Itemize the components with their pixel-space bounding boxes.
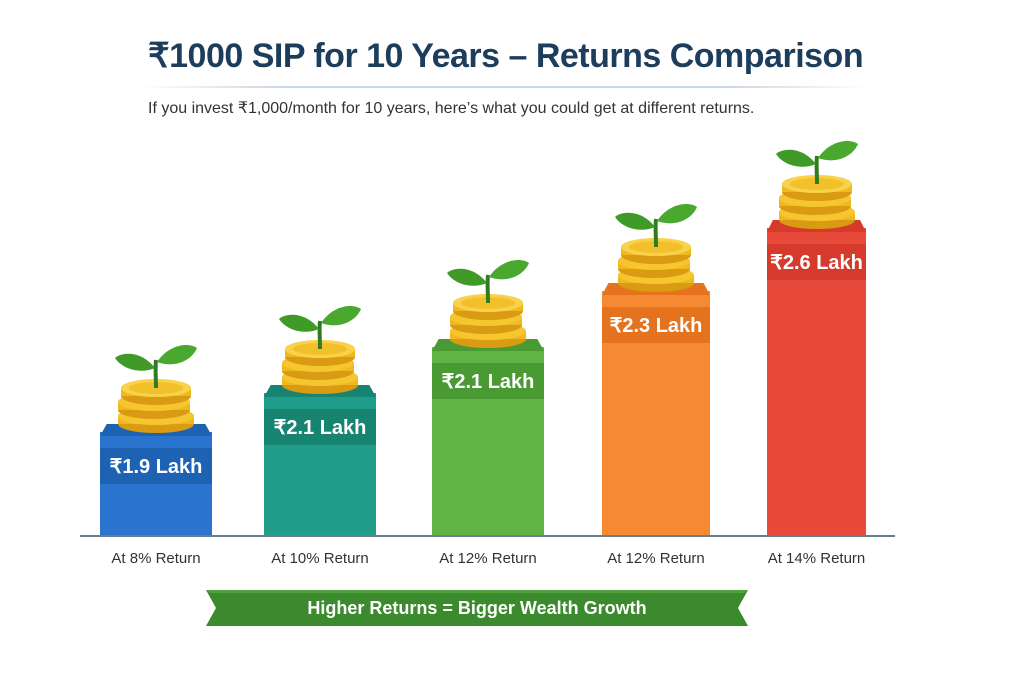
x-axis-label: At 8% Return [111,550,201,567]
coin-stack-sprout-icon [275,299,365,402]
bar-value-label: ₹2.1 Lakh [432,363,544,399]
bar-2: ₹2.1 Lakh [264,305,376,535]
coin-stack-sprout-icon [443,253,533,356]
coin-stack-sprout-icon [111,338,201,441]
summary-banner: Higher Returns = Bigger Wealth Growth [206,590,748,626]
x-axis-label: At 12% Return [439,550,537,567]
x-axis-label: At 14% Return [767,550,866,567]
bar-value-label: ₹1.9 Lakh [100,448,212,484]
bar-value-label: ₹2.1 Lakh [264,409,376,445]
chart-title: ₹1000 SIP for 10 Years – Returns Compari… [148,37,864,75]
x-axis-label: At 12% Return [607,550,705,567]
bar-5: ₹2.6 Lakh [767,140,866,535]
banner-text: Higher Returns = Bigger Wealth Growth [307,597,647,618]
coin-stack-sprout-icon [611,197,701,300]
bar-1: ₹1.9 Lakh [100,344,212,535]
title-divider [140,86,870,88]
x-axis-label: At 10% Return [271,550,369,567]
bar-3: ₹2.1 Lakh [432,259,544,535]
chart-subtitle: If you invest ₹1,000/month for 10 years,… [148,100,755,117]
bar-4: ₹2.3 Lakh [602,203,710,535]
x-axis-baseline [80,535,895,537]
coin-stack-sprout-icon [772,134,862,237]
bar-value-label: ₹2.6 Lakh [767,244,866,280]
ribbon-shape [206,590,748,626]
bar-value-label: ₹2.3 Lakh [602,307,710,343]
